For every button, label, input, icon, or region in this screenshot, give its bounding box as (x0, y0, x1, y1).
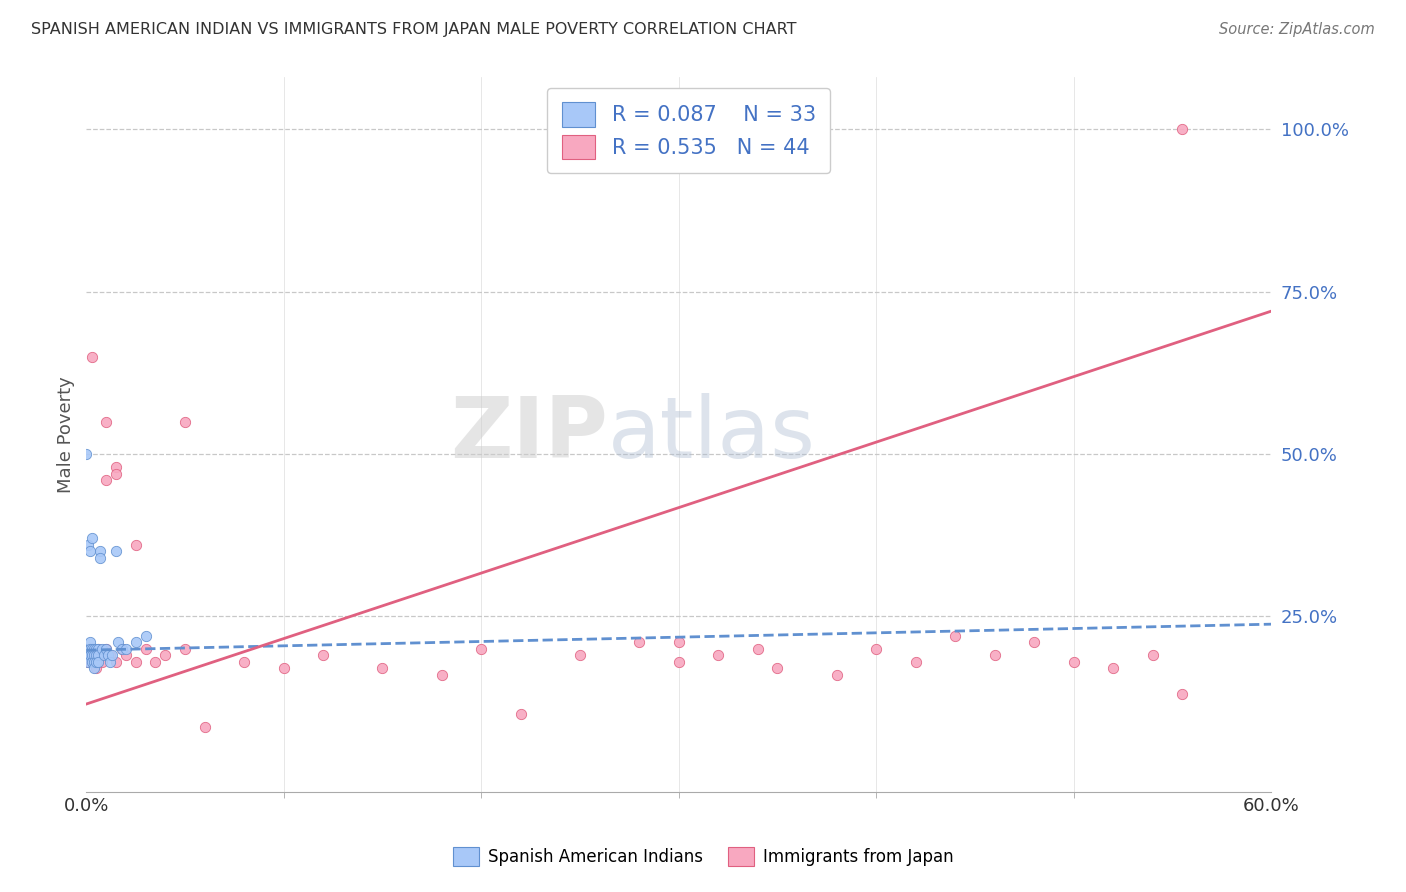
Point (89, 544, 111, 558)
Point (79, 544, 101, 558)
Point (83, 655, 105, 669)
Point (79, 635, 101, 649)
Point (77, 538, 100, 552)
Point (104, 467, 127, 481)
Point (82, 641, 104, 656)
Point (124, 635, 146, 649)
Point (98, 655, 121, 669)
Point (124, 538, 146, 552)
Point (135, 641, 157, 656)
Point (111, 641, 134, 656)
Point (84, 648, 107, 663)
Point (1171, 687, 1194, 701)
Point (75, 447, 97, 461)
Point (89, 648, 111, 663)
Point (91, 641, 114, 656)
Point (79, 641, 101, 656)
Point (82, 655, 104, 669)
Point (371, 661, 394, 675)
Point (1102, 661, 1125, 675)
Point (124, 655, 146, 669)
Text: SPANISH AMERICAN INDIAN VS IMMIGRANTS FROM JAPAN MALE POVERTY CORRELATION CHART: SPANISH AMERICAN INDIAN VS IMMIGRANTS FR… (31, 22, 796, 37)
Point (87, 641, 110, 656)
Y-axis label: Male Poverty: Male Poverty (58, 376, 75, 493)
Point (82, 350, 104, 364)
Legend: R = 0.087    N = 33, R = 0.535   N = 44: R = 0.087 N = 33, R = 0.535 N = 44 (547, 87, 830, 173)
Point (865, 641, 887, 656)
Point (82, 648, 104, 663)
Point (104, 460, 127, 475)
Point (668, 655, 690, 669)
Point (79, 648, 101, 663)
Point (83, 661, 105, 675)
Point (174, 415, 197, 429)
Point (194, 720, 217, 734)
Legend: Spanish American Indians, Immigrants from Japan: Spanish American Indians, Immigrants fro… (444, 838, 962, 875)
Point (77, 648, 100, 663)
Point (84, 655, 107, 669)
Point (83, 655, 105, 669)
Point (84, 661, 107, 675)
Point (104, 655, 127, 669)
Point (568, 648, 591, 663)
Point (82, 532, 104, 546)
Point (707, 648, 730, 663)
Point (983, 648, 1005, 663)
Point (101, 648, 124, 663)
Point (94, 473, 117, 487)
Text: Source: ZipAtlas.com: Source: ZipAtlas.com (1219, 22, 1375, 37)
Point (84, 641, 107, 656)
Point (107, 635, 129, 649)
Point (104, 544, 127, 558)
Point (1063, 655, 1085, 669)
Point (83, 648, 105, 663)
Text: atlas: atlas (607, 393, 815, 476)
Point (77, 641, 100, 656)
Point (83, 641, 105, 656)
Point (91, 655, 114, 669)
Point (312, 648, 335, 663)
Point (668, 635, 690, 649)
Point (89, 550, 111, 565)
Point (747, 641, 769, 656)
Point (509, 706, 531, 721)
Point (628, 635, 651, 649)
Point (233, 655, 256, 669)
Point (87, 641, 110, 656)
Point (825, 668, 848, 682)
Point (93, 648, 115, 663)
Point (904, 655, 927, 669)
Point (87, 655, 110, 669)
Point (94, 641, 117, 656)
Point (94, 641, 117, 656)
Point (174, 641, 197, 656)
Point (97, 648, 120, 663)
Point (1142, 648, 1164, 663)
Point (114, 641, 136, 656)
Point (111, 641, 134, 656)
Point (79, 641, 101, 656)
Point (943, 629, 966, 643)
Point (82, 648, 104, 663)
Point (87, 648, 110, 663)
Text: ZIP: ZIP (450, 393, 607, 476)
Point (145, 655, 167, 669)
Point (1024, 635, 1046, 649)
Point (766, 661, 789, 675)
Point (430, 668, 453, 682)
Point (77, 641, 100, 656)
Point (94, 415, 117, 429)
Point (135, 629, 157, 643)
Point (77, 655, 100, 669)
Point (273, 661, 295, 675)
Point (77, 655, 100, 669)
Point (98, 648, 121, 663)
Point (155, 648, 177, 663)
Point (470, 641, 492, 656)
Point (114, 648, 136, 663)
Point (1171, 122, 1194, 136)
